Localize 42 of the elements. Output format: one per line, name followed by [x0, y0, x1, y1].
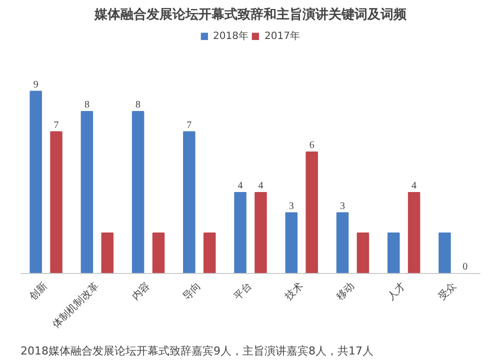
data-label: 0 [462, 262, 468, 272]
data-label: 4 [412, 180, 417, 192]
bar [152, 232, 165, 274]
bar [306, 152, 318, 274]
x-tick-label: 内容 [130, 280, 152, 303]
data-label: 7 [54, 120, 59, 131]
bar [356, 232, 370, 274]
data-label: 8 [136, 100, 141, 111]
bar [50, 131, 62, 274]
x-tick-label: 导向 [180, 280, 204, 303]
bar [203, 232, 216, 274]
data-label: 8 [84, 100, 90, 111]
bar [336, 212, 349, 274]
x-tick-label: 移动 [334, 280, 357, 303]
data-label: 7 [186, 120, 192, 131]
legend-label: 2018年 [213, 30, 248, 43]
bar [408, 192, 420, 274]
bar [285, 212, 298, 274]
x-tick-label: 创新 [27, 280, 50, 303]
legend-label: 2017年 [264, 30, 300, 43]
x-tick-label: 受众 [436, 280, 459, 303]
x-tick-label: 人才 [385, 280, 408, 303]
bar [80, 111, 94, 274]
data-label: 4 [258, 180, 264, 192]
bar [234, 192, 246, 274]
bar [438, 232, 451, 274]
data-label: 3 [288, 200, 294, 212]
text: 2018媒体融合发展论坛开幕式致辞嘉宾9人，主旨演讲嘉宾8人，共17人 [20, 344, 374, 358]
bar [101, 232, 114, 274]
x-tick-label: 平台 [232, 280, 254, 303]
bar [183, 131, 196, 274]
data-label: 6 [309, 140, 314, 152]
data-label: 4 [238, 180, 243, 192]
x-tick-label: 体制机制改革 [50, 280, 102, 331]
bar [30, 90, 42, 274]
data-label: 3 [340, 200, 345, 212]
x-tick-label: 技术 [282, 280, 306, 304]
bar [132, 111, 144, 274]
data-label: 9 [33, 79, 38, 90]
chart-title: 媒体融合发展论坛开幕式致辞和主旨演讲关键词及词频 [94, 6, 408, 22]
bar [387, 232, 400, 274]
bar [254, 192, 267, 274]
